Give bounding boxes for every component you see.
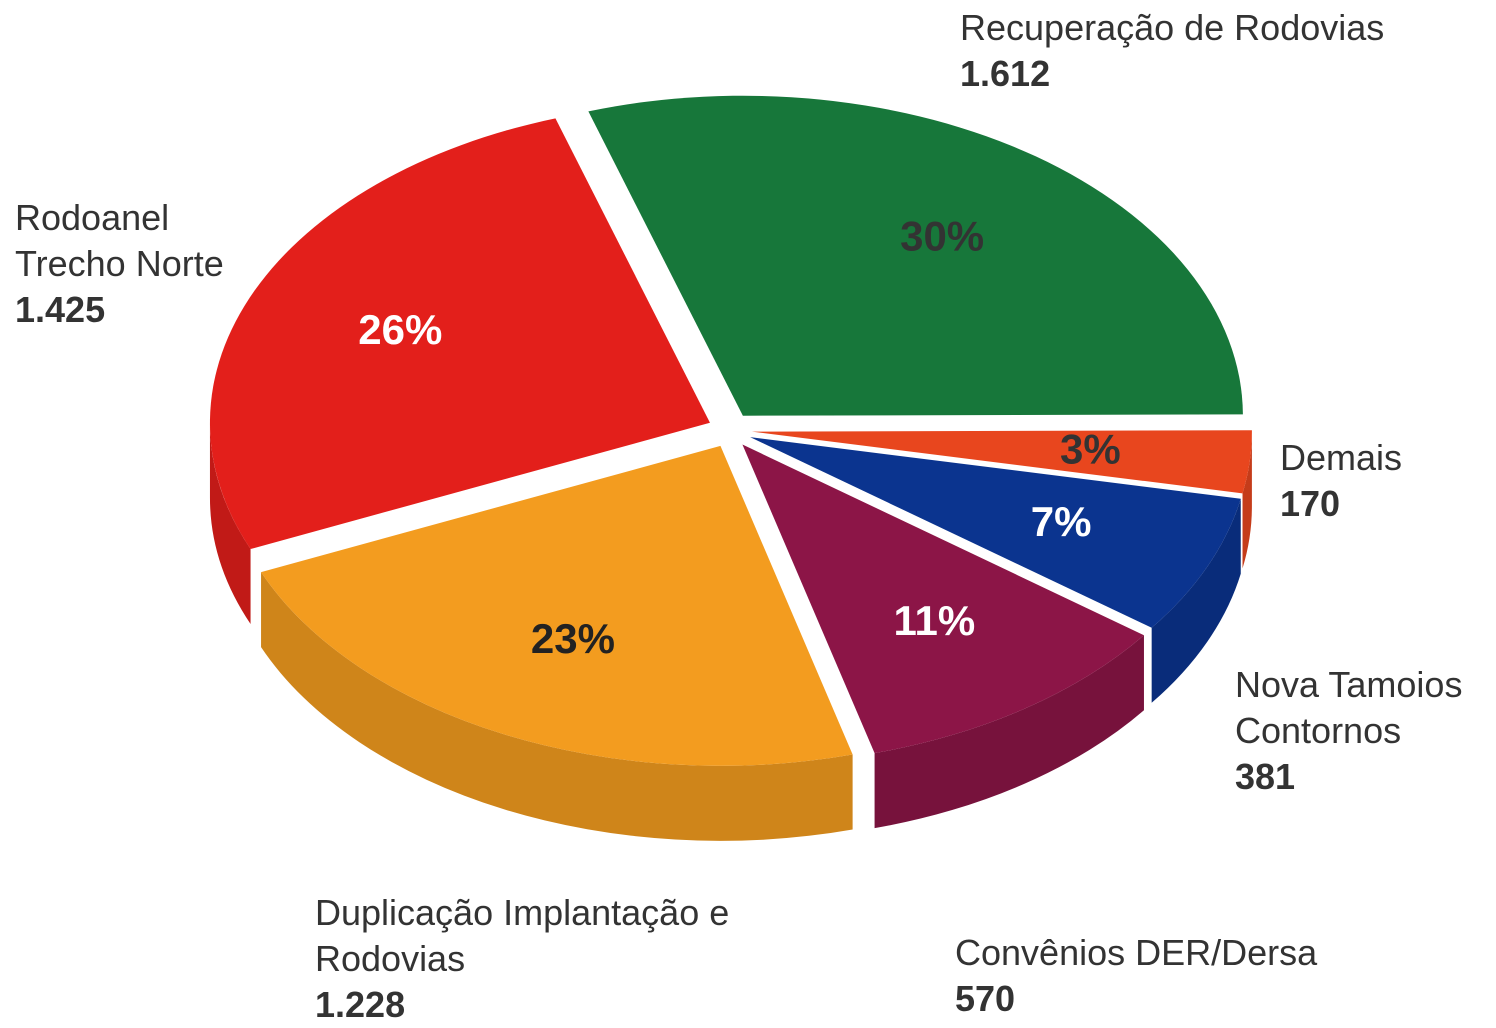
percent-label: 30% xyxy=(900,213,984,260)
category-name: Duplicação Implantação e Rodovias xyxy=(315,892,730,979)
slice-label: Recuperação de Rodovias 1.612 xyxy=(960,5,1480,97)
slice xyxy=(751,430,1252,494)
category-name: Nova Tamoios Contornos xyxy=(1235,664,1463,751)
value-label: 381 xyxy=(1235,756,1296,797)
value-label: 1.228 xyxy=(315,984,406,1025)
percent-label: 26% xyxy=(358,306,442,353)
slice xyxy=(588,95,1243,416)
slice xyxy=(209,118,710,550)
percent-label: 3% xyxy=(1060,425,1121,472)
slice-side xyxy=(209,422,251,625)
slice-label: Nova Tamoios Contornos 381 xyxy=(1235,662,1495,800)
slice xyxy=(742,444,1144,754)
slice-side xyxy=(1151,498,1241,703)
percent-label: 23% xyxy=(531,615,615,662)
value-label: 570 xyxy=(955,978,1016,1019)
slice xyxy=(261,445,853,766)
percent-label: 11% xyxy=(894,597,976,644)
slice-label: Demais 170 xyxy=(1280,435,1496,527)
slice xyxy=(750,437,1241,628)
slice-label: Convênios DER/Dersa 570 xyxy=(955,930,1455,1022)
category-name: Demais xyxy=(1280,437,1403,478)
percent-label: 7% xyxy=(1031,498,1092,545)
category-name: Convênios DER/Dersa xyxy=(955,932,1318,973)
category-name: Recuperação de Rodovias xyxy=(960,7,1385,48)
value-label: 1.425 xyxy=(15,289,106,330)
value-label: 170 xyxy=(1280,483,1341,524)
slice-label: Duplicação Implantação e Rodovias 1.228 xyxy=(315,890,775,1028)
slice-label: Rodoanel Trecho Norte 1.425 xyxy=(15,195,255,333)
value-label: 1.612 xyxy=(960,53,1051,94)
category-name: Rodoanel Trecho Norte xyxy=(15,197,224,284)
slice-side xyxy=(261,572,853,841)
pie-sides xyxy=(209,422,1252,841)
slice-side xyxy=(1242,431,1252,569)
pie-tops xyxy=(209,95,1252,766)
slice-side xyxy=(874,635,1144,829)
